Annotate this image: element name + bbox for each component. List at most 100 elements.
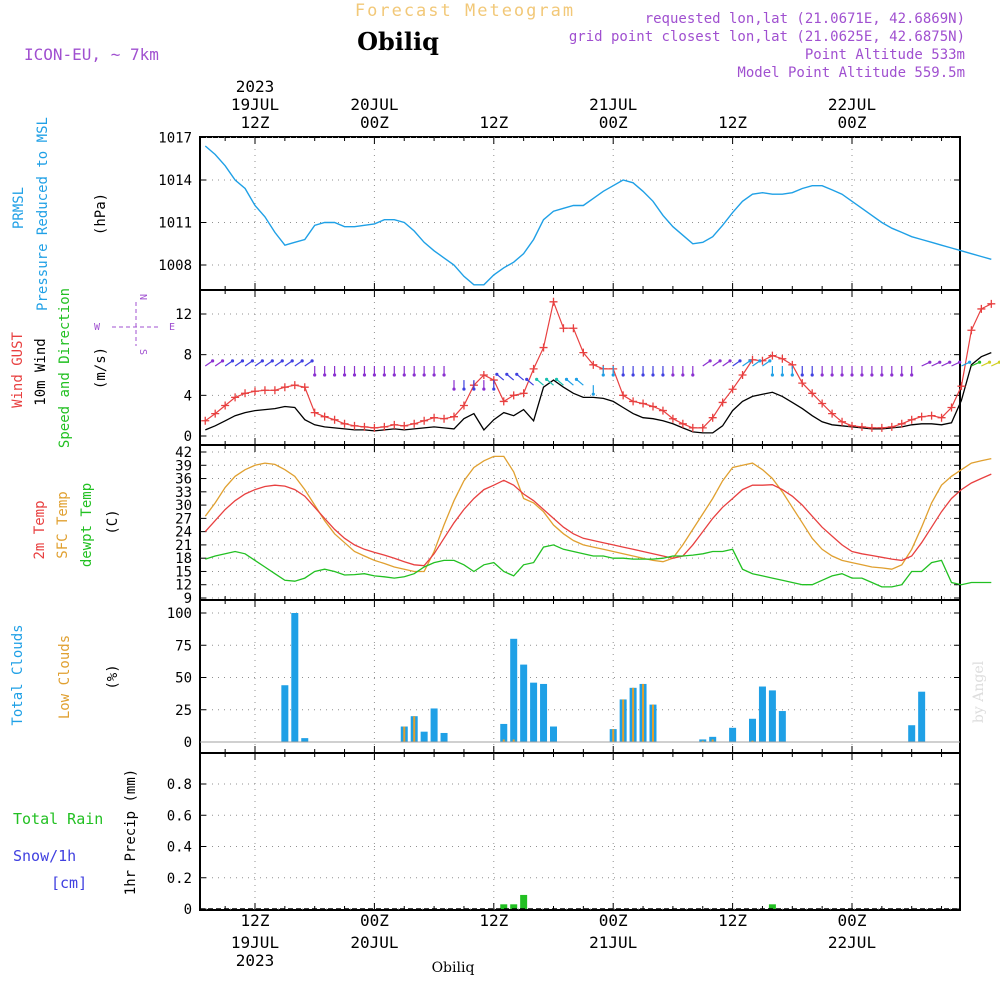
gust-marker [559, 324, 568, 333]
point-altitude: Point Altitude 533m [805, 47, 965, 63]
wind-direction-arrow-head [738, 359, 742, 363]
gust-marker [450, 412, 458, 421]
wind-direction-arrow-head [671, 373, 675, 377]
total-cloud-bar [729, 727, 737, 742]
wind-direction-arrow-head [462, 387, 466, 391]
time-tick-label: 00Z [599, 911, 628, 930]
time-tick-label: 12Z [479, 911, 508, 930]
clouds-unit: (%) [105, 664, 121, 689]
wind-direction-arrow-head [691, 373, 695, 377]
panel-frame [199, 136, 961, 291]
gust-marker [579, 348, 588, 357]
wind-direction-arrow-head [601, 373, 605, 377]
total-cloud-bar [540, 683, 548, 742]
ytick-label: 21 [175, 538, 192, 554]
wind-panel-labels: Wind GUST 10m Wind Speed and Direction (… [10, 288, 175, 448]
wind-direction-arrow-head [830, 373, 834, 377]
gust-marker [718, 398, 727, 407]
wind-direction-arrow-head [372, 373, 376, 377]
gust-marker [300, 383, 309, 392]
wind-label-gust: Wind GUST [10, 332, 26, 408]
wind-direction-arrow-head [718, 359, 722, 363]
time-tick-label: 19JUL [231, 933, 279, 952]
wind-unit: (m/s) [93, 347, 109, 389]
plot-panels: 1008101110141017048129121518212427303336… [158, 131, 1000, 918]
total-cloud-bar [520, 664, 528, 742]
gust-marker [390, 420, 399, 429]
time-tick-label: 22JUL [828, 95, 876, 114]
ytick-label: 4 [184, 388, 192, 404]
time-tick-label: 20JUL [350, 95, 398, 114]
wind-direction-arrow-head [362, 373, 367, 377]
model-point-altitude: Model Point Altitude 559.5m [737, 65, 965, 81]
wind-direction-arrow-head [728, 359, 732, 363]
time-tick-label: 12Z [241, 911, 270, 930]
requested-coords: requested lon,lat (21.0671E, 42.6869N) [645, 11, 965, 27]
total-cloud-bar [430, 708, 438, 742]
total-cloud-bar [550, 726, 557, 742]
gust-marker [698, 423, 707, 432]
wind-direction-arrow-head [352, 373, 357, 377]
ytick-label: 39 [175, 458, 192, 474]
wind-label-direction: Speed and Direction [57, 288, 73, 448]
low-cloud-bar [711, 739, 714, 742]
compass-n: N [137, 294, 148, 300]
gust-marker [539, 343, 548, 352]
gust-marker [688, 423, 697, 432]
wind-direction-arrow-head [768, 359, 772, 363]
wind-direction-arrow-head [313, 373, 317, 377]
panel-2: 0 4 8 12 [175, 289, 1000, 446]
wind-direction-arrow-head [402, 373, 406, 377]
gust-marker [877, 423, 886, 432]
wind-direction-arrow-head [900, 373, 904, 377]
gust-marker [360, 422, 369, 431]
ytick-label: 100 [167, 606, 192, 622]
time-tick-label: 20JUL [350, 933, 398, 952]
wind-direction-arrow-head [310, 359, 314, 363]
gust-marker [211, 409, 220, 418]
wind-direction-arrow-head [422, 373, 426, 377]
gust-marker [768, 351, 777, 360]
gust-marker [947, 403, 956, 412]
ytick-label: 1011 [158, 216, 192, 232]
wind-direction-arrow-head [220, 359, 225, 363]
wind-direction-arrow-head [535, 377, 539, 381]
ytick-label: 0.4 [167, 840, 192, 856]
gust-marker [320, 412, 329, 421]
time-tick-label: 00Z [599, 113, 628, 132]
ytick-label: 50 [175, 671, 192, 687]
pressure-panel-labels: PRMSL Pressure Reduced to MSL (hPa) [11, 117, 109, 311]
wind-direction-arrow-head [260, 359, 264, 363]
precip-axis-label: 1hr Precip (mm) [123, 769, 139, 895]
clouds-label-total: Total Clouds [10, 624, 26, 725]
total-cloud-bar [440, 732, 448, 742]
pressure-label-msl: Pressure Reduced to MSL [35, 117, 51, 311]
gust-marker [838, 417, 847, 426]
gust-marker [350, 421, 359, 430]
total-cloud-bar [908, 725, 916, 742]
footer-location: Obiliq [432, 960, 475, 976]
wind-direction-arrow-head [545, 377, 549, 381]
gust-marker [420, 416, 429, 425]
total-cloud-bar [500, 723, 508, 742]
gust-marker [310, 408, 319, 417]
wind-direction-arrow-head [591, 392, 595, 396]
ytick-label: 0.8 [167, 777, 192, 793]
low-cloud-bar [403, 726, 406, 742]
gust-marker [430, 413, 439, 422]
gust-marker [400, 421, 409, 430]
total-cloud-bar [530, 682, 538, 742]
gust-marker [221, 401, 230, 410]
wind-direction-arrow-head [452, 387, 456, 391]
wind-direction-arrow-head [870, 373, 874, 377]
ytick-label: 30 [175, 498, 192, 514]
gust-marker [549, 297, 558, 306]
wind-direction-arrow-head [890, 373, 894, 377]
gust-marker [708, 413, 717, 422]
compass-w: W [94, 322, 101, 333]
compass-s: S [137, 349, 148, 355]
wind-direction-arrow-head [681, 373, 685, 377]
gust-marker [937, 413, 946, 422]
